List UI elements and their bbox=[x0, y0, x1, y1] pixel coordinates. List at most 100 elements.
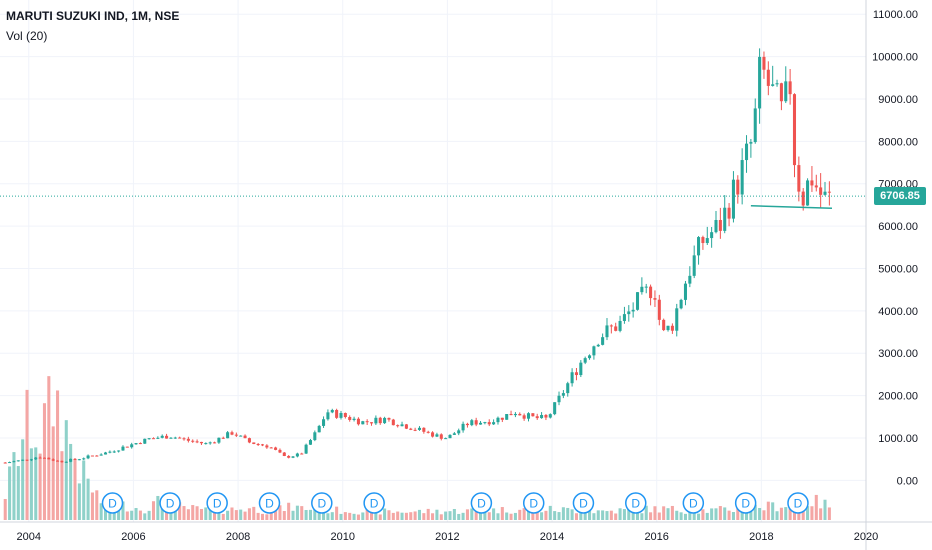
dividend-marker[interactable]: D bbox=[470, 492, 493, 514]
candle-body bbox=[151, 438, 156, 440]
price-axis[interactable]: 0.00 1000.00 2000.00 3000.00 4000.00 5000.00 6… bbox=[872, 9, 918, 487]
dividend-marker[interactable]: D bbox=[258, 492, 281, 514]
candle-body bbox=[278, 449, 282, 453]
time-axis[interactable]: 2004 2006 2008 2010 2012 2014 2016 2018 2020 bbox=[17, 531, 879, 543]
volume-bar bbox=[82, 460, 86, 520]
candle-body bbox=[369, 422, 374, 424]
volume-bar bbox=[348, 512, 352, 520]
dividend-marker[interactable]: D bbox=[101, 492, 124, 514]
volume-bar bbox=[16, 466, 20, 520]
candle-body bbox=[82, 458, 86, 460]
candle-body bbox=[69, 458, 73, 462]
volume-bar bbox=[234, 510, 238, 520]
volume-bar bbox=[51, 426, 55, 520]
candle-body bbox=[252, 442, 256, 445]
volume-bar bbox=[308, 509, 312, 520]
volume-bar bbox=[736, 506, 740, 520]
candle-body bbox=[688, 275, 692, 284]
dividend-marker-label: D bbox=[529, 497, 538, 511]
volume-bar bbox=[247, 508, 251, 520]
volume-bar bbox=[553, 511, 557, 520]
volume-bar bbox=[21, 439, 25, 520]
candle-body bbox=[666, 325, 670, 331]
volume-bar bbox=[810, 506, 814, 520]
dividend-marker[interactable]: D bbox=[625, 492, 647, 514]
volume-bar bbox=[330, 512, 334, 520]
candle-body bbox=[60, 460, 64, 463]
candle-body bbox=[21, 459, 25, 461]
candle-body bbox=[731, 179, 735, 219]
dividend-marker[interactable]: D bbox=[682, 492, 705, 514]
candle-body bbox=[130, 444, 134, 448]
candle-body bbox=[12, 461, 16, 463]
volume-bar bbox=[221, 513, 225, 520]
candle-body bbox=[348, 417, 352, 420]
candle-body bbox=[173, 437, 177, 439]
candle-body bbox=[256, 444, 260, 446]
dividend-marker-label: D bbox=[370, 497, 379, 511]
dividend-marker-circle bbox=[101, 492, 124, 514]
candle-body bbox=[169, 437, 173, 439]
candle-body bbox=[513, 413, 517, 416]
price-tick-label: 4000.00 bbox=[878, 306, 918, 318]
candle-body bbox=[609, 325, 613, 327]
dividend-marker-circle bbox=[363, 492, 385, 514]
candle-body bbox=[701, 237, 705, 244]
volume-bar bbox=[465, 509, 469, 520]
volume-bar bbox=[178, 502, 182, 520]
dividend-marker[interactable]: D bbox=[734, 492, 757, 514]
volume-bar bbox=[239, 509, 243, 520]
dividend-marker-label: D bbox=[213, 497, 222, 511]
volume-bar bbox=[605, 511, 609, 520]
candle-body bbox=[792, 94, 797, 166]
volume-bar bbox=[627, 508, 631, 520]
candle-body bbox=[409, 428, 413, 430]
candle-body bbox=[378, 417, 382, 424]
candle-body bbox=[788, 81, 792, 95]
time-tick-label: 2020 bbox=[854, 531, 878, 543]
candle-body bbox=[29, 459, 33, 461]
volume-bar bbox=[557, 512, 561, 520]
volume-bar bbox=[34, 447, 38, 520]
volume-bar bbox=[304, 510, 308, 520]
candle-body bbox=[295, 453, 299, 457]
candle-body bbox=[814, 185, 818, 188]
volume-bar bbox=[544, 510, 548, 520]
candle-body bbox=[73, 458, 77, 460]
price-tick-label: 1000.00 bbox=[878, 433, 918, 445]
volume-bar bbox=[592, 513, 596, 520]
candle-body bbox=[213, 442, 217, 444]
candle-body bbox=[457, 430, 461, 434]
dividend-marker[interactable]: D bbox=[522, 492, 545, 514]
dividend-marker[interactable]: D bbox=[572, 492, 595, 514]
candle-body bbox=[596, 344, 600, 347]
volume-bar bbox=[622, 509, 626, 520]
time-tick-label: 2014 bbox=[540, 531, 564, 543]
candle-body bbox=[404, 424, 408, 429]
dividend-marker-circle bbox=[258, 492, 281, 514]
dividend-marker[interactable]: D bbox=[159, 492, 181, 514]
volume-bar bbox=[631, 508, 635, 520]
candle-body bbox=[335, 409, 339, 418]
candle-body bbox=[313, 432, 317, 441]
volume-legend: Vol (20) bbox=[6, 29, 48, 43]
volume-bar bbox=[666, 508, 670, 520]
volume-bar bbox=[165, 508, 169, 520]
candle-body bbox=[413, 429, 417, 431]
candle-body bbox=[38, 457, 42, 459]
candle-body bbox=[614, 326, 618, 331]
volume-bar bbox=[95, 490, 99, 520]
volume-bar bbox=[444, 511, 448, 520]
volume-bar bbox=[483, 512, 487, 520]
volume-bar bbox=[526, 508, 531, 520]
dividend-marker[interactable]: D bbox=[206, 492, 228, 514]
dividend-marker[interactable]: D bbox=[787, 492, 809, 514]
dividend-marker-label: D bbox=[689, 497, 698, 511]
volume-bar bbox=[448, 511, 452, 520]
dividend-marker[interactable]: D bbox=[363, 492, 385, 514]
dividend-marker[interactable]: D bbox=[311, 492, 333, 514]
volume-bar bbox=[474, 509, 478, 520]
volume-bar bbox=[374, 508, 378, 520]
